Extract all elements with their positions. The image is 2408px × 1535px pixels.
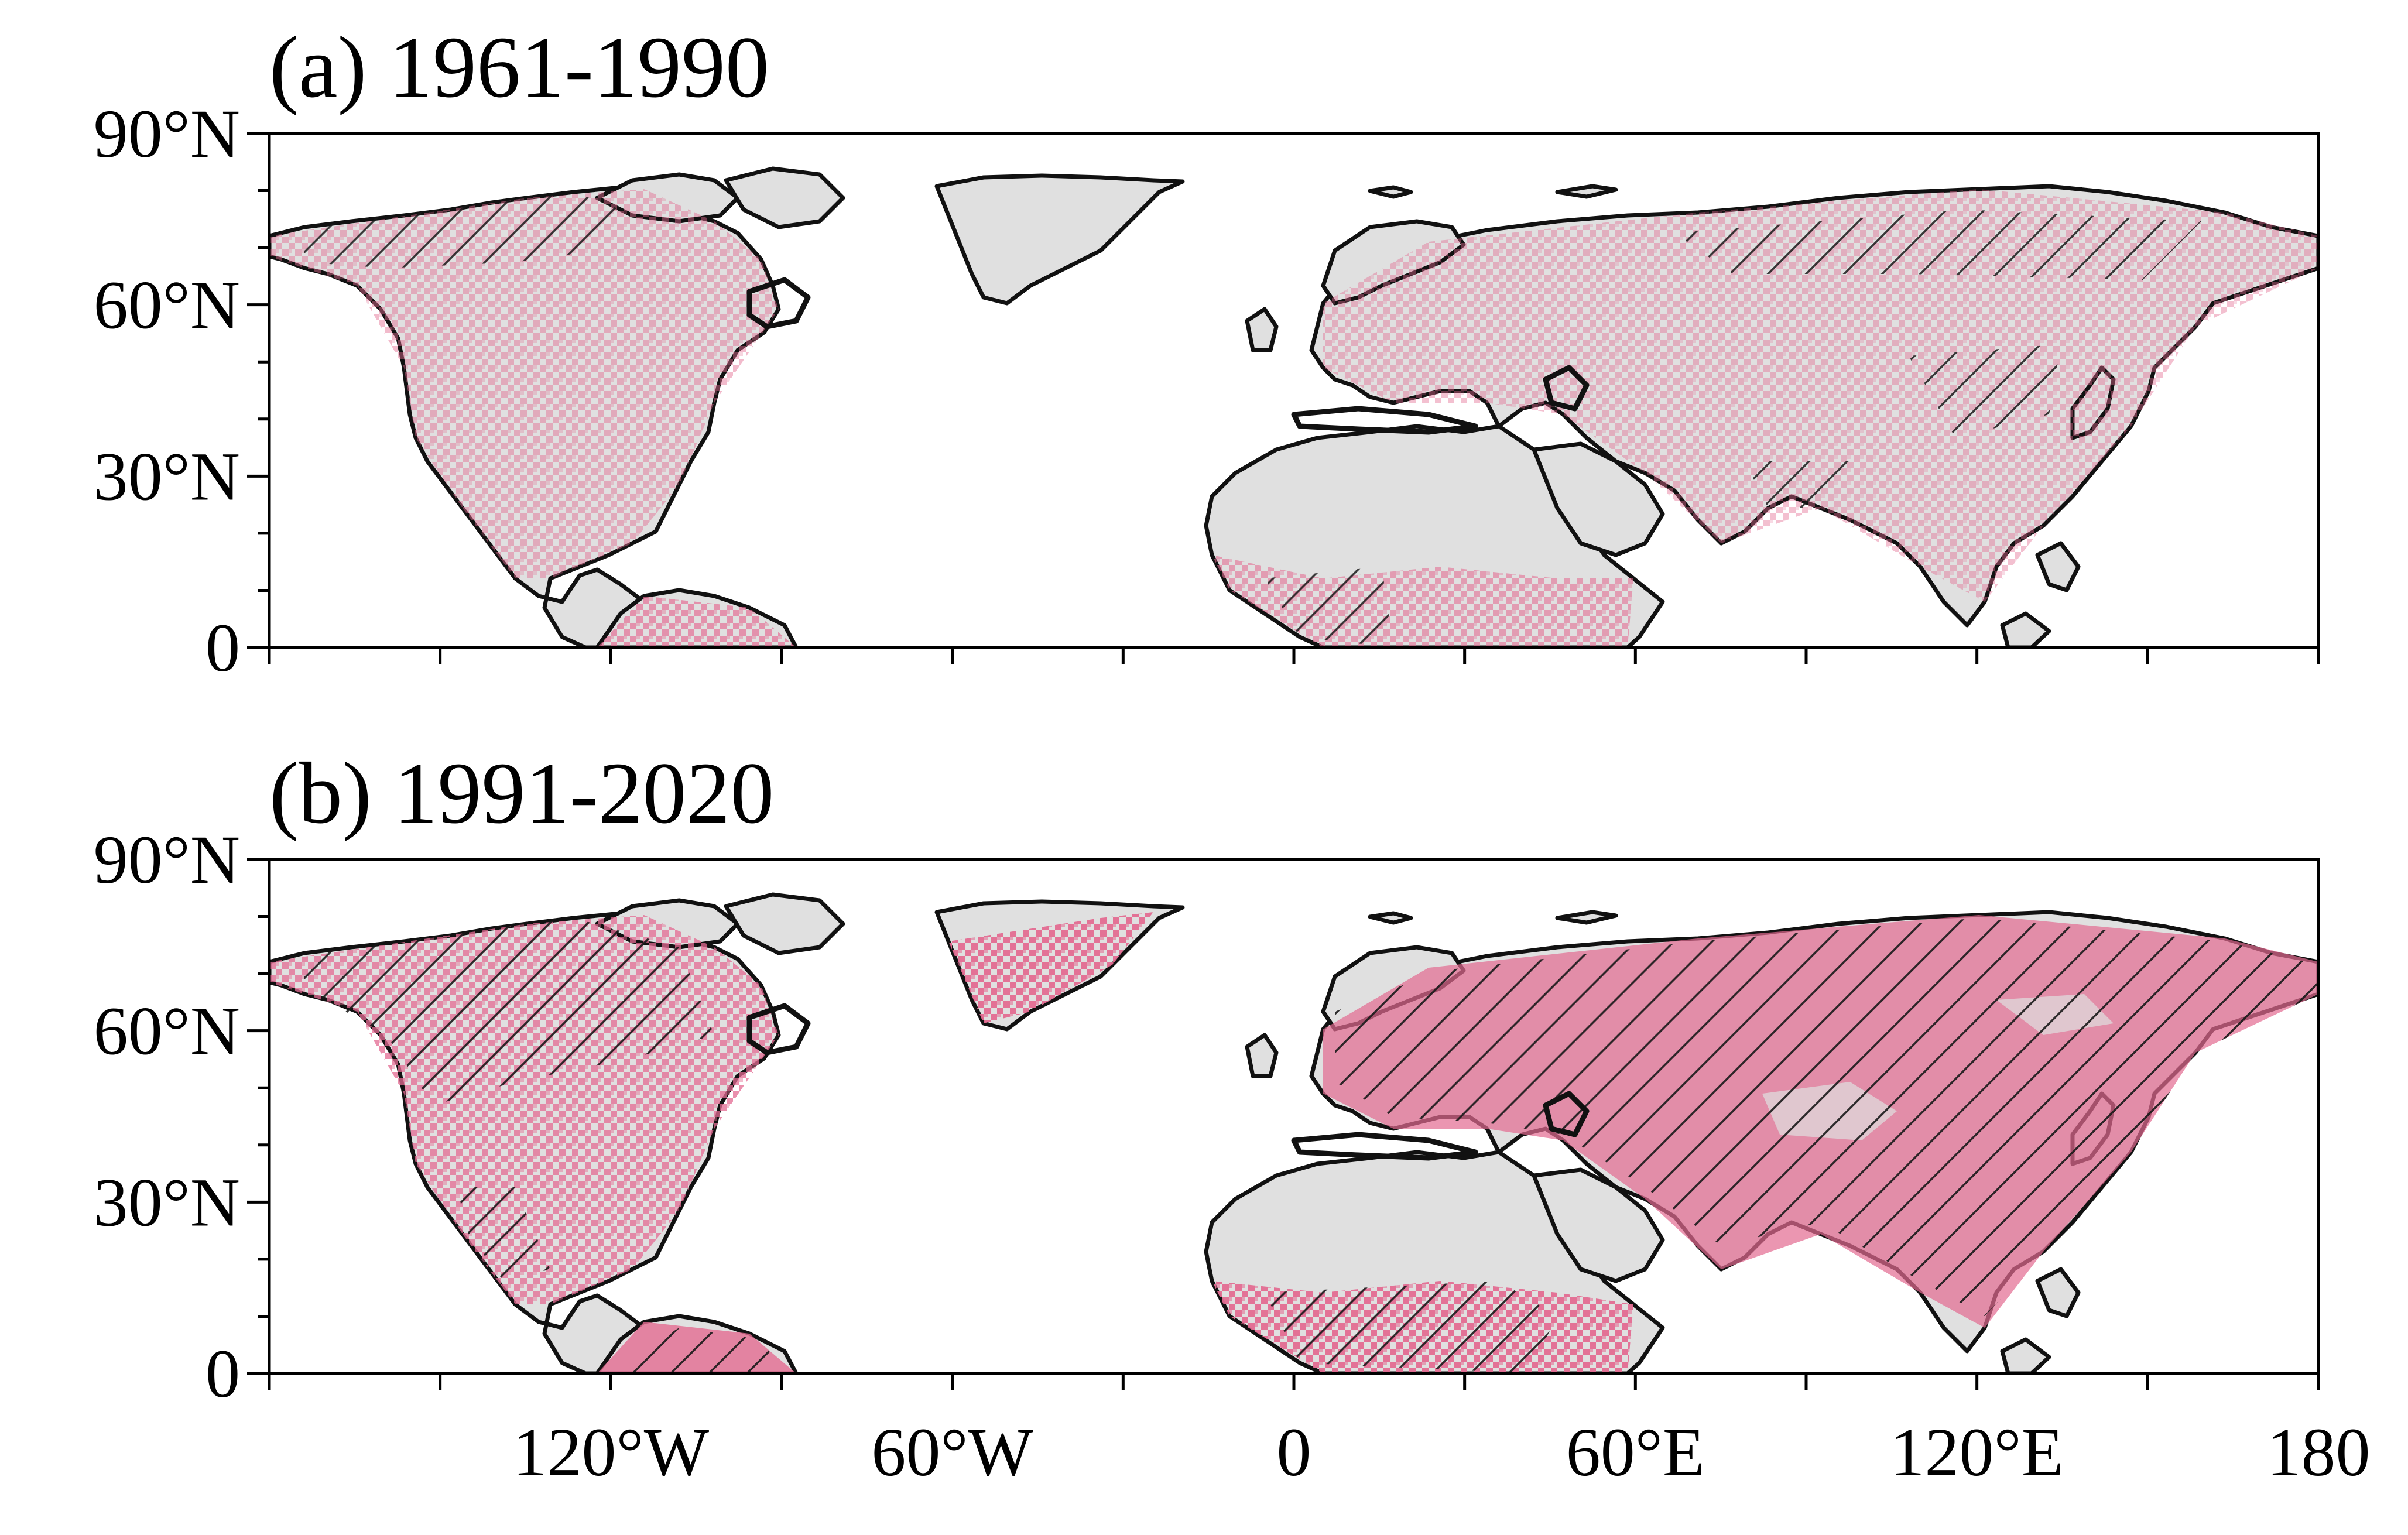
y-tick-label: 0	[205, 609, 240, 686]
panel-a-map	[269, 169, 2318, 647]
y-tick-label: 30°N	[94, 438, 240, 515]
panel-a: (a) 1961-1990	[268, 19, 2320, 649]
y-tick-label: 30°N	[94, 1164, 240, 1241]
panel-b: (b) 1991-2020	[268, 745, 2320, 1375]
y-tick-label: 0	[205, 1335, 240, 1412]
y-tick-label: 60°N	[94, 993, 240, 1070]
axes: 90°N 60°N 30°N 0 90°N 60°N 30°N 0 120°W 60°W 0 60°E…	[94, 95, 2371, 1491]
x-tick-label: 60°E	[1566, 1414, 1705, 1491]
panel-a-title: (a) 1961-1990	[269, 19, 769, 116]
y-tick-label: 90°N	[94, 821, 240, 898]
y-tick-label: 90°N	[94, 95, 240, 172]
x-tick-label: 0	[1277, 1414, 1311, 1491]
panel-b-map	[269, 895, 2318, 1373]
x-tick-label: 120°W	[513, 1414, 710, 1491]
x-tick-label: 120°E	[1890, 1414, 2064, 1491]
x-tick-label: 60°W	[871, 1414, 1033, 1491]
x-tick-label: 180	[2267, 1414, 2371, 1491]
y-tick-label: 60°N	[94, 267, 240, 344]
panel-b-title: (b) 1991-2020	[269, 745, 774, 842]
